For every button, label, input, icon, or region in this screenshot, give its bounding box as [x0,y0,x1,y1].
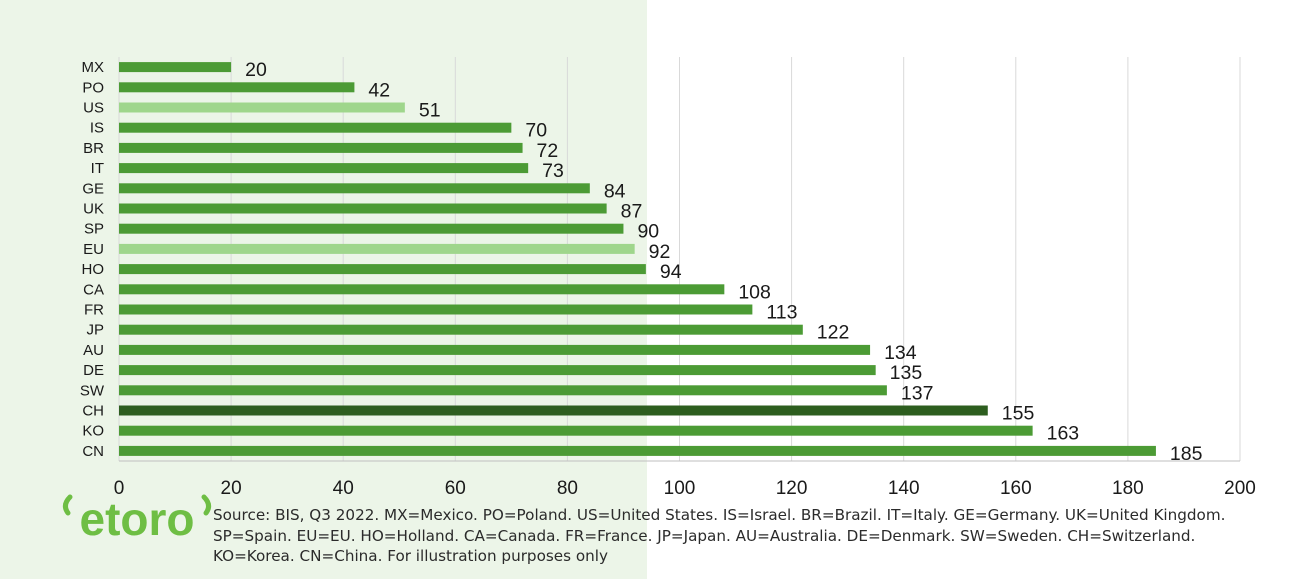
y-tick-label: AU [83,342,104,359]
bar-ho [119,264,646,275]
data-label: 163 [1047,423,1080,445]
y-tick-label: SP [84,221,104,238]
y-tick-label: US [83,100,104,117]
data-label: 51 [419,100,441,122]
y-tick-label: EU [83,241,104,258]
data-label: 185 [1170,443,1203,465]
y-tick-label: UK [83,201,104,218]
data-label: 90 [637,221,659,243]
bar-ch [119,405,988,416]
data-label: 70 [525,120,547,142]
data-label: 20 [245,59,267,81]
y-tick-label: IS [90,120,104,137]
data-label: 84 [604,180,626,202]
etoro-logo: etoro [62,493,212,545]
source-note: Source: BIS, Q3 2022. MX=Mexico. PO=Pola… [213,506,1226,565]
bar-ca [119,284,725,295]
logo-text: etoro [80,493,195,545]
bar-ko [119,425,1033,436]
y-tick-label: IT [91,160,104,177]
bar-sp [119,223,624,234]
data-label: 108 [738,281,771,303]
x-tick-label: 140 [888,478,920,499]
bar-au [119,344,871,355]
x-tick-label: 200 [1224,478,1256,499]
data-label: 73 [542,160,564,182]
data-label: 155 [1002,403,1035,425]
bar-de [119,365,876,376]
x-tick-label: 60 [445,478,466,499]
y-tick-label: JP [86,322,104,339]
y-tick-label: CA [83,281,104,298]
x-tick-label: 120 [776,478,808,499]
y-tick-label: GE [82,180,104,197]
y-tick-label: DE [83,362,104,379]
data-label: 42 [368,79,390,101]
x-tick-label: 80 [557,478,578,499]
bar-is [119,122,512,133]
bar-cn [119,445,1156,456]
bar-us [119,102,405,113]
data-label: 92 [649,241,671,263]
bar-br [119,142,523,153]
bar-chart: 0 20 40 60 80 100 120 140 160 180 200 MX 20 PO 42 US 51 I… [80,57,1256,499]
y-tick-label: CH [82,403,104,420]
data-label: 72 [537,140,559,162]
y-tick-label: HO [82,261,105,278]
x-tick-label: 100 [664,478,696,499]
data-label: 94 [660,261,682,283]
y-tick-label: KO [82,423,104,440]
x-tick-label: 160 [1000,478,1032,499]
x-tick-label: 40 [333,478,354,499]
data-label: 134 [884,342,917,364]
x-tick-label: 20 [221,478,242,499]
bar-eu [119,243,635,254]
data-label: 87 [621,201,643,223]
bar-mx [119,62,232,73]
bar-po [119,82,355,93]
footer: etoro Source: BIS, Q3 2022. MX=Mexico. P… [62,491,1292,576]
data-label: 122 [817,322,850,344]
y-tick-label: FR [84,302,104,319]
bar-fr [119,304,753,315]
y-tick-label: SW [80,382,105,399]
y-tick-label: CN [82,443,104,460]
bar-sw [119,385,887,396]
data-label: 137 [901,382,934,404]
bar-uk [119,203,607,214]
data-label: 135 [890,362,923,384]
y-tick-label: PO [82,79,104,96]
bar-it [119,163,529,174]
bar-jp [119,324,803,335]
x-tick-label: 180 [1112,478,1144,499]
bar-ge [119,183,590,194]
x-tick-label: 0 [114,478,125,499]
y-tick-label: BR [83,140,104,157]
data-label: 113 [766,302,797,324]
y-tick-label: MX [82,59,105,76]
